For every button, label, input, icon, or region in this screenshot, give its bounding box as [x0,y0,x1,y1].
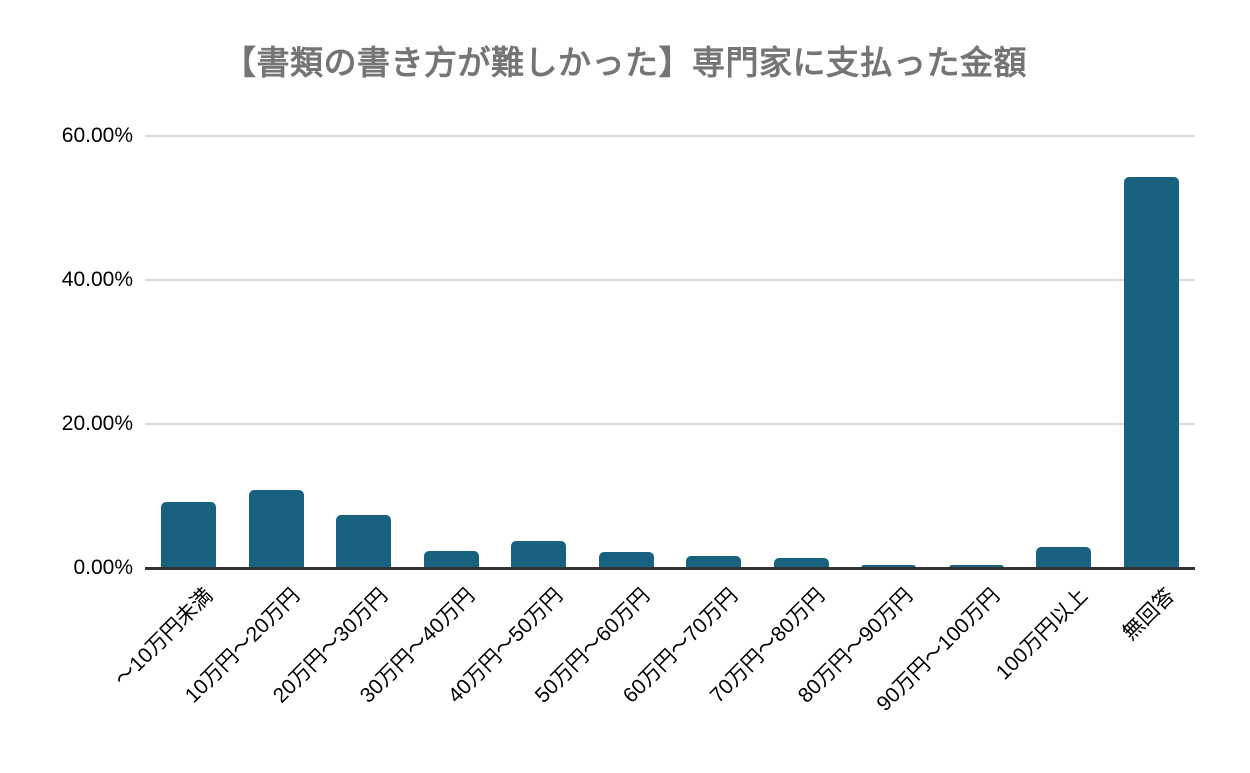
gridline-40pct [145,279,1195,281]
bar-6 [686,555,742,568]
y-tick-label-40: 40.00% [61,268,133,291]
bar-2 [336,514,392,568]
bar-9 [948,565,1004,568]
bar-5 [598,552,654,568]
bar-1 [248,490,304,568]
y-tick-label-0: 0.00% [73,556,133,579]
bar-3 [423,550,479,568]
bar-11 [1123,177,1179,568]
x-tick-label-10: 100万円以上 [991,584,1093,685]
gridline-60pct [145,135,1195,137]
bar-7 [773,557,829,568]
x-tick-label-11: 無回答 [1118,584,1180,645]
chart-title: 【書類の書き方が難しかった】専門家に支払った金額 [223,44,1027,81]
bar-0 [161,501,217,568]
x-axis-line [145,567,1195,570]
y-tick-label-20: 20.00% [61,412,133,435]
bar-4 [511,540,567,568]
y-tick-label-60: 60.00% [61,124,133,147]
bar-10 [1036,547,1092,568]
gridline-20pct [145,423,1195,425]
bar-8 [861,565,917,568]
